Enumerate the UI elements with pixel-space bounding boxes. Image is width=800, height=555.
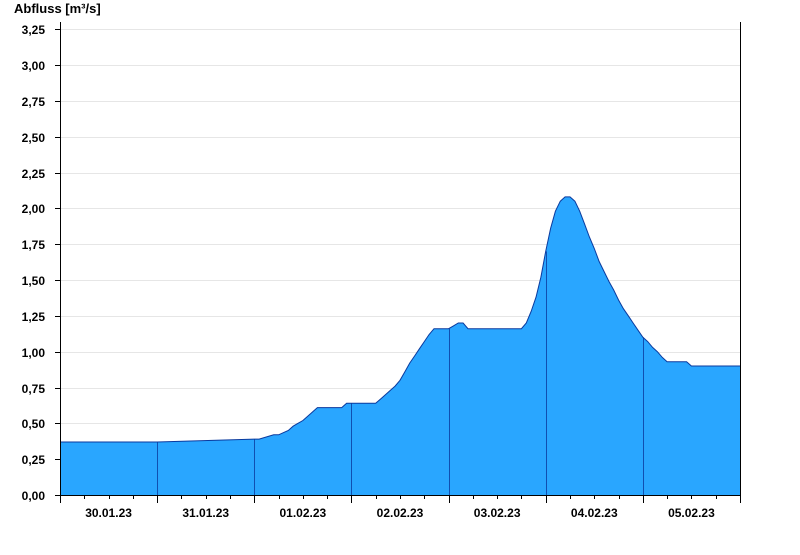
- y-tick-label: 2,00: [22, 202, 46, 216]
- x-tick-labels: 30.01.23 31.01.23 01.02.23 02.02.23 03.02.23…: [85, 506, 715, 520]
- data-area-layer: [60, 196, 740, 495]
- y-tick-label: 0,75: [22, 382, 46, 396]
- y-tick-label: 2,75: [22, 95, 46, 109]
- discharge-line: [60, 196, 740, 443]
- x-tick-label: 31.01.23: [182, 506, 229, 520]
- y-tick-label: 3,00: [22, 59, 46, 73]
- x-tick-label: 01.02.23: [279, 506, 326, 520]
- y-tick-label: 2,25: [22, 167, 46, 181]
- discharge-area: [60, 196, 740, 495]
- x-tick-label: 03.02.23: [474, 506, 521, 520]
- gridlines: [60, 29, 740, 460]
- y-tick-labels: 0,00 0,25 0,50 0,75 1,00 1,25 1,50 1,75 2,00 2,25…: [22, 23, 46, 503]
- y-tick-label: 0,50: [22, 417, 46, 431]
- y-tick-label: 1,75: [22, 238, 46, 252]
- x-tick-label: 30.01.23: [85, 506, 132, 520]
- x-tick-label: 05.02.23: [668, 506, 715, 520]
- y-tick-label: 2,50: [22, 131, 46, 145]
- axes: [55, 22, 741, 503]
- x-tick-label: 02.02.23: [377, 506, 424, 520]
- y-tick-label: 1,25: [22, 310, 46, 324]
- y-tick-label: 3,25: [22, 23, 46, 37]
- x-tick-label: 04.02.23: [571, 506, 618, 520]
- y-tick-label: 0,00: [22, 489, 46, 503]
- y-tick-label: 1,50: [22, 274, 46, 288]
- y-tick-label: 0,25: [22, 453, 46, 467]
- y-tick-label: 1,00: [22, 346, 46, 360]
- y-axis-label: Abfluss [m³/s]: [14, 1, 101, 16]
